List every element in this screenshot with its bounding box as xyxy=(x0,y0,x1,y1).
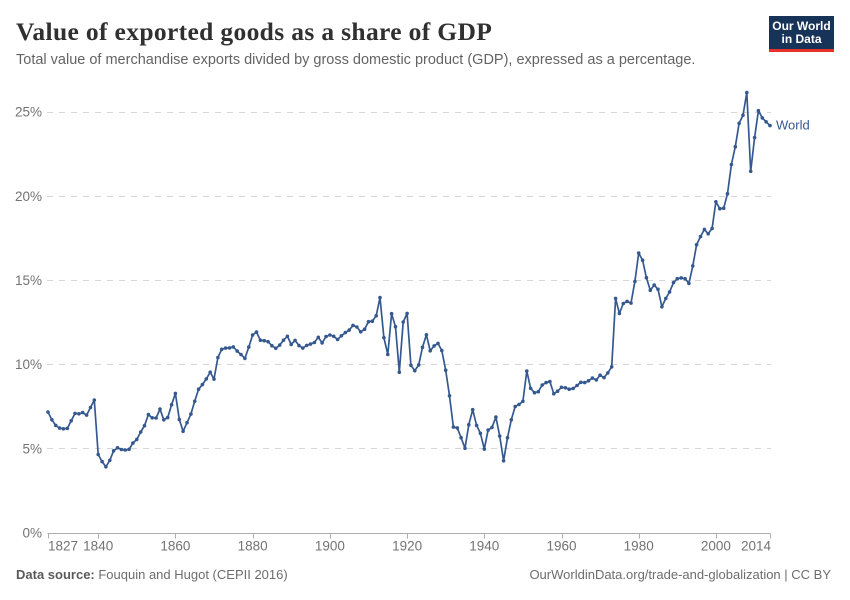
svg-text:World: World xyxy=(776,118,810,133)
svg-text:1860: 1860 xyxy=(160,539,190,554)
svg-text:2000: 2000 xyxy=(701,539,731,554)
svg-text:25%: 25% xyxy=(15,105,42,120)
svg-text:2014: 2014 xyxy=(741,539,772,554)
svg-text:1980: 1980 xyxy=(624,539,654,554)
svg-text:1900: 1900 xyxy=(315,539,345,554)
svg-text:0%: 0% xyxy=(22,526,42,541)
svg-text:1940: 1940 xyxy=(469,539,499,554)
svg-text:1827: 1827 xyxy=(48,539,78,554)
svg-text:15%: 15% xyxy=(15,273,42,288)
svg-text:1880: 1880 xyxy=(238,539,268,554)
svg-text:10%: 10% xyxy=(15,357,42,372)
svg-text:1840: 1840 xyxy=(83,539,113,554)
svg-text:20%: 20% xyxy=(15,189,42,204)
svg-text:5%: 5% xyxy=(22,441,42,456)
svg-text:1960: 1960 xyxy=(546,539,576,554)
svg-text:1920: 1920 xyxy=(392,539,422,554)
